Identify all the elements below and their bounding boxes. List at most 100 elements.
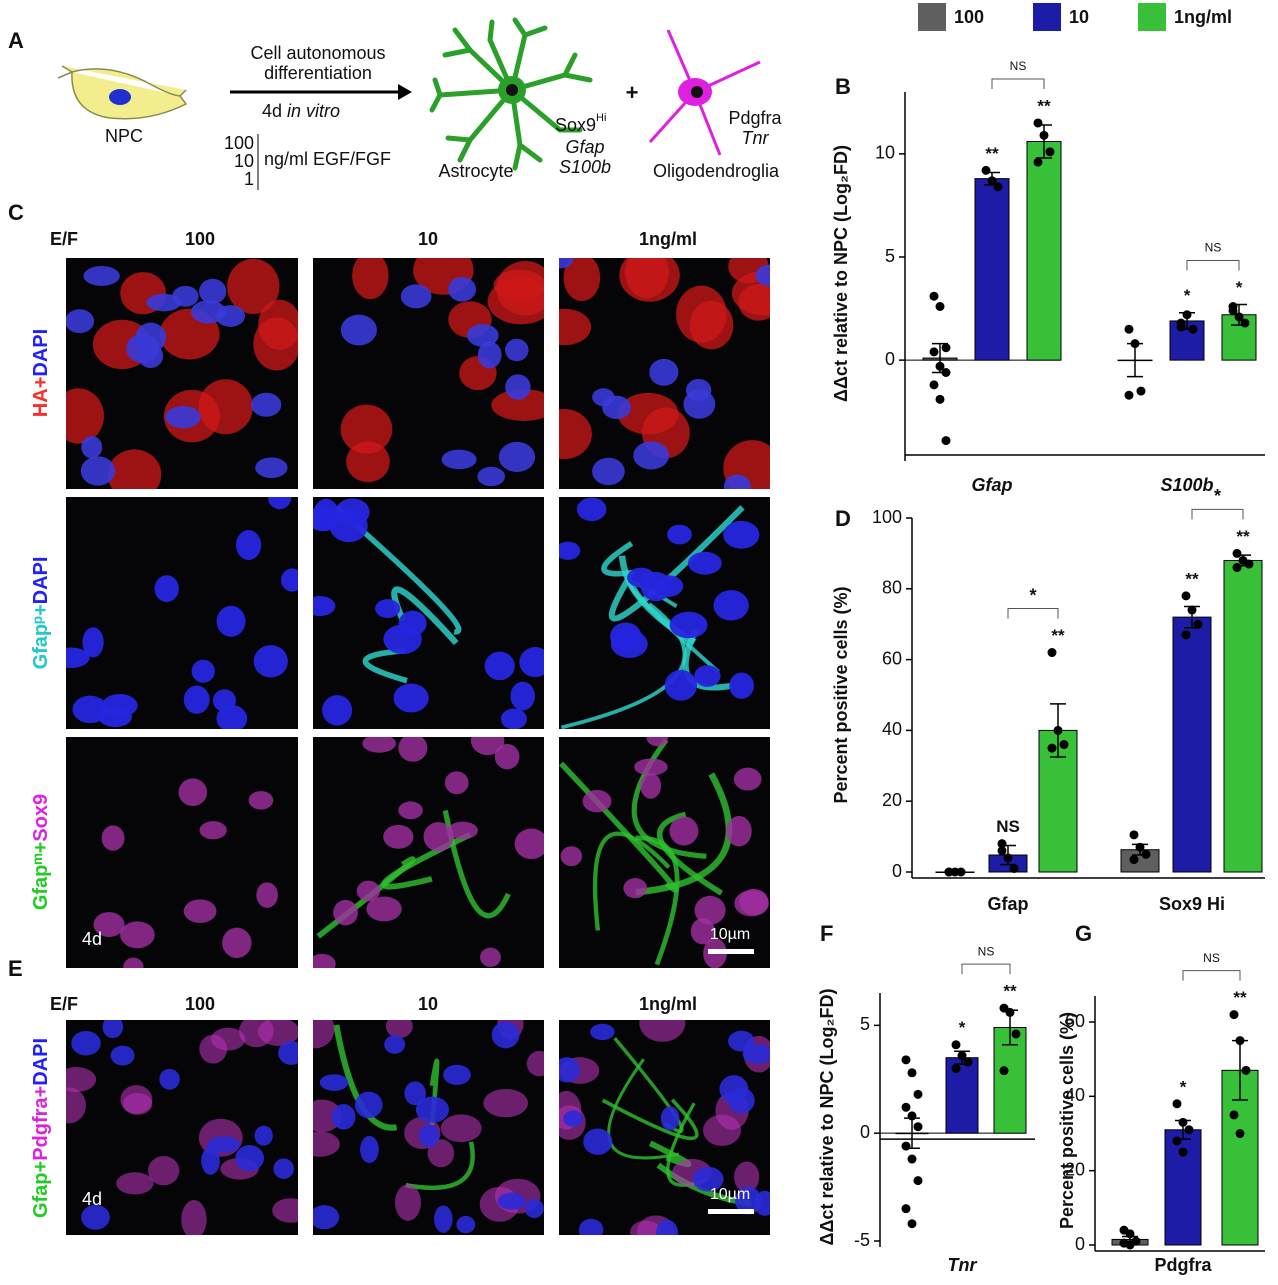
column-header: 100 — [185, 229, 215, 249]
data-point — [907, 1219, 917, 1229]
cell — [653, 575, 684, 597]
cells — [313, 498, 544, 729]
legend-swatch — [1138, 3, 1166, 31]
data-point — [1235, 1036, 1245, 1046]
corner-label: E/F — [50, 229, 78, 249]
data-point — [1184, 1125, 1194, 1135]
cell — [742, 1044, 770, 1064]
significance: ** — [985, 144, 999, 163]
data-point — [1053, 725, 1063, 735]
y-tick-label: 0 — [892, 861, 902, 881]
data-point — [1172, 1136, 1182, 1146]
data-point — [1178, 1147, 1188, 1157]
column-header: 1ng/ml — [639, 994, 697, 1014]
cell — [578, 1218, 604, 1235]
cell — [477, 341, 502, 369]
cell — [340, 404, 393, 454]
cell — [235, 530, 262, 561]
cell — [398, 737, 428, 762]
cell — [253, 317, 298, 371]
cell — [526, 1050, 544, 1077]
oligodendrocyte — [648, 29, 761, 156]
cell — [110, 1045, 135, 1066]
cells — [66, 497, 298, 729]
cell — [183, 899, 217, 924]
cell — [66, 309, 95, 334]
y-tick-label: 0 — [860, 1122, 870, 1142]
row-label: HA+DAPI — [30, 329, 52, 417]
cell — [563, 258, 601, 302]
cell — [625, 258, 669, 299]
significance: * — [1184, 286, 1191, 305]
cell — [199, 821, 227, 840]
data-point — [935, 302, 945, 311]
cell — [559, 541, 581, 560]
data-point — [1011, 1029, 1021, 1039]
cell — [633, 441, 670, 470]
cell — [107, 449, 162, 489]
cell — [559, 1057, 580, 1083]
cell — [199, 1034, 228, 1064]
cell — [484, 651, 515, 681]
cell — [498, 441, 536, 473]
cell — [634, 758, 668, 776]
cell — [734, 1161, 760, 1193]
y-tick-label: 100 — [872, 507, 902, 527]
data-point — [1141, 849, 1151, 859]
cell — [627, 567, 656, 588]
process — [592, 831, 671, 931]
y-tick-label: -5 — [854, 1230, 870, 1250]
cell — [356, 880, 381, 902]
y-axis-label: ΔΔct relative to NPC (Log₂FD) — [831, 145, 851, 402]
dose: 1 — [244, 169, 254, 189]
cell — [669, 611, 708, 639]
cell — [582, 789, 612, 813]
cell — [278, 1041, 298, 1065]
cell — [313, 953, 336, 968]
significance: ** — [1037, 96, 1051, 115]
cell — [505, 374, 531, 400]
cell — [754, 1190, 770, 1216]
label: S100b — [559, 157, 611, 177]
bar — [945, 1057, 979, 1134]
data-point — [1232, 548, 1242, 558]
bar — [1223, 559, 1263, 873]
data-point — [913, 1122, 923, 1132]
data-point — [1124, 390, 1134, 400]
cells — [340, 258, 544, 487]
y-tick-label: 20 — [882, 790, 902, 810]
data-point — [1172, 1099, 1182, 1109]
cell — [254, 1125, 273, 1146]
data-point — [963, 1057, 973, 1067]
cell — [335, 498, 370, 527]
cell — [443, 1064, 471, 1085]
comparison-bracket — [1182, 970, 1241, 981]
data-point — [1229, 1110, 1239, 1120]
significance: NS — [996, 817, 1020, 836]
cell — [728, 1030, 755, 1052]
cell — [727, 1087, 755, 1114]
panel-letter: G — [1075, 921, 1092, 946]
cell — [183, 685, 210, 714]
cell — [694, 665, 721, 687]
cell — [444, 771, 469, 795]
data-point — [1188, 324, 1198, 334]
time-label: 4d — [82, 1189, 102, 1209]
cell — [126, 333, 160, 363]
label: Gfap — [565, 137, 604, 157]
cell — [165, 405, 201, 429]
data-point — [1047, 648, 1057, 658]
comparison-bracket — [991, 78, 1045, 89]
data-point — [929, 347, 939, 357]
cell — [560, 846, 583, 867]
cell — [333, 899, 358, 926]
cell — [319, 1074, 349, 1091]
data-point — [1234, 312, 1244, 322]
scale-bar — [708, 1209, 754, 1214]
y-tick-label: 40 — [1065, 1085, 1085, 1105]
legend-label: 10 — [1069, 7, 1089, 27]
cell — [610, 630, 648, 658]
cell — [441, 449, 477, 470]
label: in vitro — [287, 101, 340, 121]
